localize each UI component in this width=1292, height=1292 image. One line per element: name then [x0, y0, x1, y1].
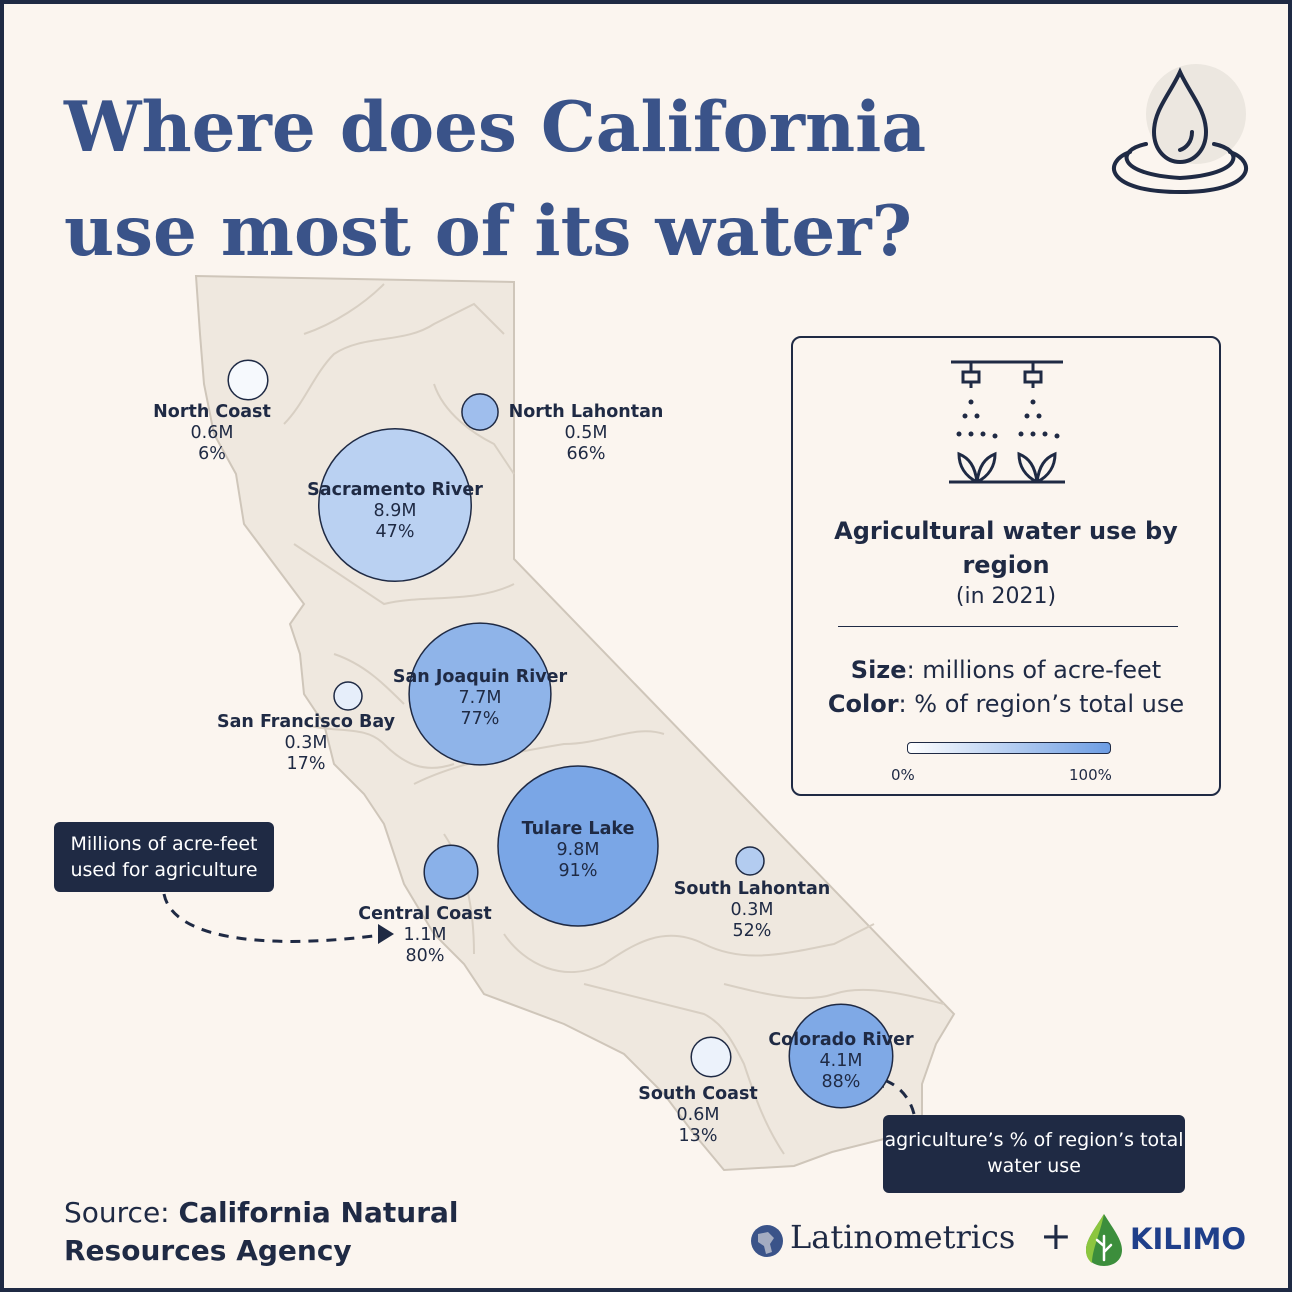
- region-name: South Lahontan: [673, 879, 831, 899]
- source-note: Source: California Natural Resources Age…: [64, 1194, 524, 1270]
- latinometrics-logo-icon: [751, 1225, 783, 1257]
- bubble-san-joaquin-river: [408, 622, 552, 766]
- region-share: 52%: [732, 921, 772, 941]
- region-boundaries: [283, 283, 945, 1155]
- latinometrics-wordmark: Latinometrics: [790, 1218, 1016, 1256]
- bubble-south-lahontan: [735, 846, 765, 876]
- legend-size-key: Size: [850, 656, 907, 684]
- region-name: Tulare Lake: [521, 819, 635, 839]
- region-label-sacramento-river: Sacramento River 8.9M 47%: [307, 480, 483, 543]
- region-value: 9.8M: [556, 840, 600, 860]
- color-scale-bar: [907, 742, 1111, 754]
- callout-arrow-left: [162, 893, 389, 943]
- source-label: Source:: [64, 1196, 179, 1229]
- region-share: 47%: [375, 522, 415, 542]
- region-label-north-lahontan: North Lahontan 0.5M 66%: [509, 402, 664, 465]
- region-value: 0.3M: [284, 733, 328, 753]
- region-value: 4.1M: [819, 1051, 863, 1071]
- region-value: 0.6M: [190, 423, 234, 443]
- region-share: 88%: [821, 1072, 861, 1092]
- region-label-san-joaquin-river: San Joaquin River 7.7M 77%: [393, 667, 567, 730]
- bubble-south-coast: [690, 1036, 732, 1078]
- region-name: San Joaquin River: [392, 667, 568, 687]
- region-label-central-coast: Central Coast 1.1M 80%: [358, 904, 492, 967]
- region-label-san-francisco-bay: San Francisco Bay 0.3M 17%: [217, 712, 395, 775]
- kilimo-logo-icon: [1086, 1214, 1122, 1266]
- legend-color-text: : % of region’s total use: [898, 690, 1185, 718]
- region-value: 0.5M: [564, 423, 608, 443]
- bubble-central-coast: [423, 844, 479, 900]
- source-name: California Natural Resources Agency: [64, 1196, 459, 1267]
- region-name: Sacramento River: [307, 480, 483, 500]
- brand-logos: Latinometrics + KILIMO: [750, 1214, 1250, 1274]
- region-value: 1.1M: [403, 925, 447, 945]
- region-name: South Coast: [638, 1084, 758, 1104]
- bubble-san-francisco-bay: [333, 681, 363, 711]
- bubble-north-coast: [227, 359, 269, 401]
- bubble-tulare-lake: [497, 765, 659, 927]
- bubble-north-lahontan: [461, 393, 499, 431]
- region-value: 0.3M: [730, 900, 774, 920]
- callout-arrow-right: [879, 1077, 916, 1115]
- color-scale-max: 100%: [1069, 766, 1112, 784]
- region-value: 8.9M: [373, 501, 417, 521]
- region-name: Colorado River: [768, 1030, 914, 1050]
- kilimo-wordmark: KILIMO: [1130, 1222, 1247, 1256]
- bubble-sacramento-river: [318, 428, 472, 582]
- legend: Agricultural water use by region (in 202…: [791, 336, 1221, 796]
- color-callout: agriculture’s % of region’s total water …: [883, 1115, 1185, 1193]
- legend-color-key: Color: [827, 690, 899, 718]
- region-name: North Lahontan: [508, 402, 664, 422]
- region-share: 91%: [558, 861, 598, 881]
- bubble-colorado-river: [788, 1003, 894, 1109]
- page-title: Where does California use most of its wa…: [64, 87, 927, 272]
- region-share: 13%: [678, 1126, 718, 1146]
- infographic: Where does California use most of its wa…: [4, 4, 1288, 1288]
- legend-year: (in 2021): [955, 584, 1057, 609]
- legend-color-row: Color: % of region’s total use: [793, 690, 1219, 718]
- legend-size-row: Size: millions of acre-feet: [793, 656, 1219, 684]
- region-label-south-lahontan: South Lahontan 0.3M 52%: [674, 879, 831, 942]
- region-name: San Francisco Bay: [217, 712, 395, 732]
- region-share: 66%: [566, 444, 606, 464]
- region-label-north-coast: North Coast 0.6M 6%: [153, 402, 271, 465]
- callout-arrow-left-head: [378, 924, 394, 944]
- region-label-tulare-lake: Tulare Lake 9.8M 91%: [522, 819, 635, 882]
- legend-size-text: : millions of acre-feet: [906, 656, 1162, 684]
- legend-divider: [838, 626, 1178, 627]
- region-name: North Coast: [153, 402, 271, 422]
- color-scale-min: 0%: [891, 766, 915, 784]
- region-share: 17%: [286, 754, 326, 774]
- irrigation-sprinkler-icon: [949, 360, 1065, 484]
- water-drop-icon: [1112, 64, 1248, 195]
- region-name: Central Coast: [358, 904, 492, 924]
- region-share: 77%: [460, 709, 500, 729]
- region-share: 80%: [405, 946, 445, 966]
- size-callout: Millions of acre-feet used for agricultu…: [54, 822, 274, 892]
- california-map: [162, 274, 956, 1172]
- legend-title: Agricultural water use by region: [834, 517, 1178, 579]
- region-value: 0.6M: [676, 1105, 720, 1125]
- brand-separator: +: [1040, 1214, 1072, 1258]
- region-label-colorado-river: Colorado River 4.1M 88%: [768, 1030, 913, 1093]
- region-label-south-coast: South Coast 0.6M 13%: [638, 1084, 757, 1147]
- region-share: 6%: [198, 444, 226, 464]
- region-value: 7.7M: [458, 688, 502, 708]
